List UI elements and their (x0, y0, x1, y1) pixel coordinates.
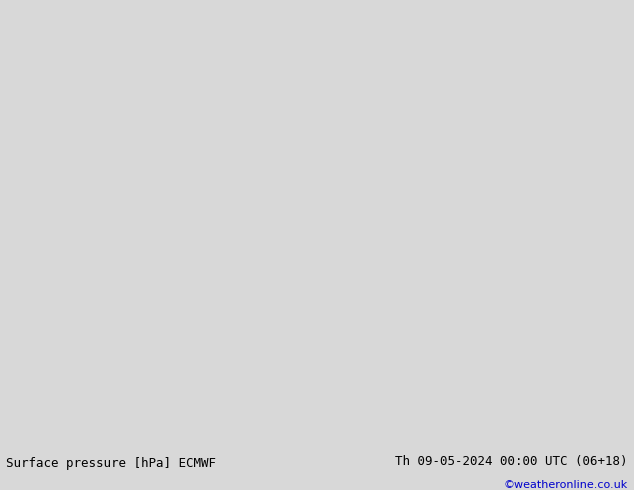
Text: ©weatheronline.co.uk: ©weatheronline.co.uk (503, 480, 628, 490)
Text: Surface pressure [hPa] ECMWF: Surface pressure [hPa] ECMWF (6, 457, 216, 470)
Text: Th 09-05-2024 00:00 UTC (06+18): Th 09-05-2024 00:00 UTC (06+18) (395, 455, 628, 468)
